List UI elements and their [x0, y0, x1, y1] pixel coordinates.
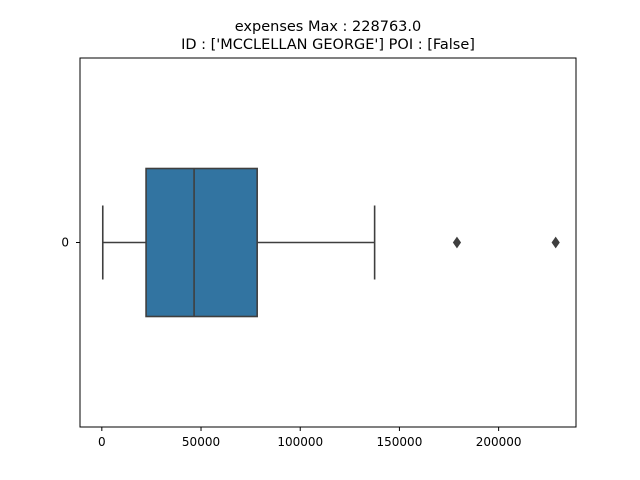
plot-area — [101, 167, 560, 318]
x-tick-label: 150000 — [377, 435, 423, 449]
x-tick-label: 100000 — [277, 435, 323, 449]
x-tick-label: 0 — [98, 435, 106, 449]
outlier-point — [551, 236, 560, 249]
iqr-box — [145, 167, 258, 318]
x-tick-label: 50000 — [182, 435, 220, 449]
chart-title: expenses Max : 228763.0 — [235, 19, 421, 35]
outlier-point — [452, 236, 462, 249]
chart-subtitle: ID : ['MCCLELLAN GEORGE'] POI : [False] — [181, 37, 475, 53]
x-tick-label: 200000 — [476, 435, 522, 449]
y-tick-label: 0 — [61, 236, 69, 250]
